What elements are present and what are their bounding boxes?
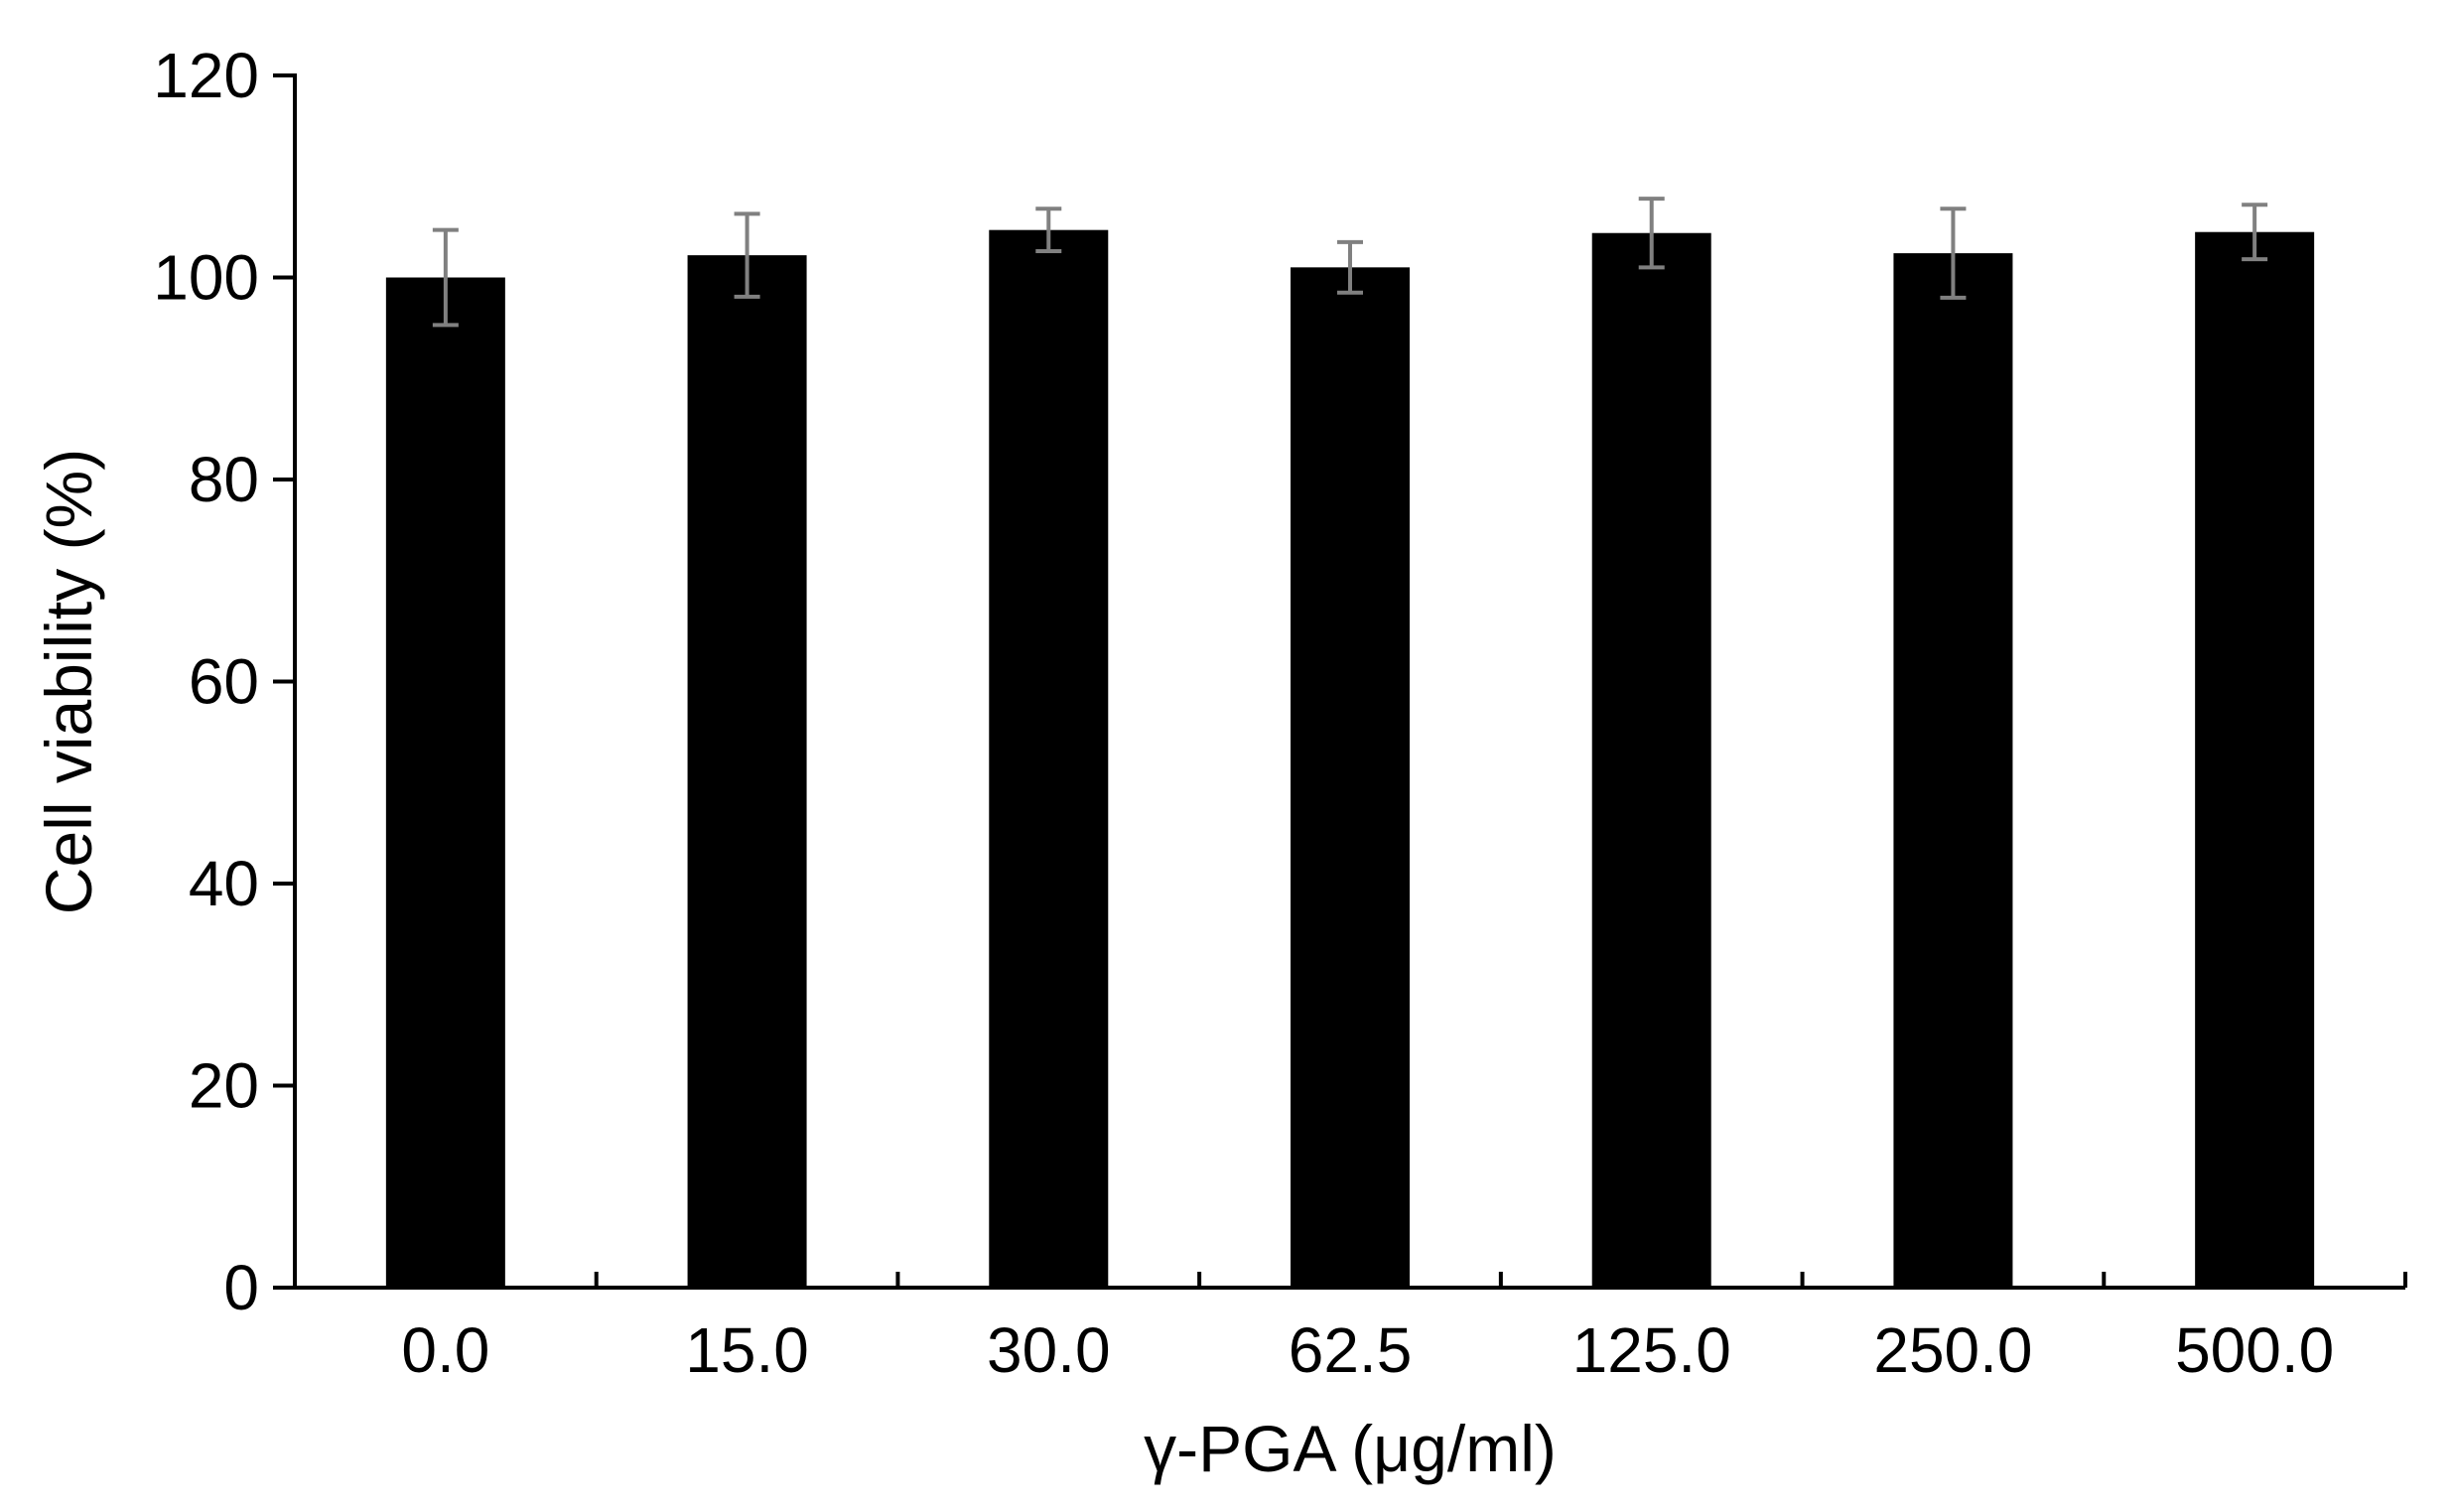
y-tick-label: 80 — [189, 444, 259, 515]
error-bar-62.5 — [1337, 239, 1363, 295]
x-tick-label: 15.0 — [685, 1314, 809, 1386]
error-bar-500.0 — [2242, 203, 2268, 262]
bar-250.0 — [1893, 253, 2013, 1289]
y-tick-label: 100 — [153, 242, 259, 314]
x-tick-label: 125.0 — [1572, 1314, 1731, 1386]
y-tick-label: 60 — [189, 646, 259, 718]
y-axis-title: Cell viability (%) — [32, 449, 105, 914]
y-tick-label: 120 — [153, 40, 259, 111]
x-tick-label: 30.0 — [987, 1314, 1111, 1386]
y-tick-label: 0 — [223, 1252, 259, 1323]
x-tick-label: 500.0 — [2175, 1314, 2334, 1386]
y-ticks: 0 20 40 60 80 100 120 — [153, 40, 295, 1323]
error-bar-125.0 — [1638, 197, 1665, 270]
x-tick-label: 62.5 — [1289, 1314, 1413, 1386]
bar-15.0 — [687, 255, 807, 1288]
bars-layer — [385, 229, 2315, 1289]
error-bars-layer — [432, 197, 2268, 328]
y-tick-label: 40 — [189, 848, 259, 919]
bar-62.5 — [1291, 267, 1410, 1289]
error-bar-250.0 — [1940, 206, 1967, 300]
y-tick-label: 20 — [189, 1050, 259, 1122]
error-bar-15.0 — [734, 211, 760, 299]
bar-0.0 — [385, 277, 505, 1288]
bar-125.0 — [1591, 232, 1711, 1289]
x-axis-title: γ-PGA (μg/ml) — [1144, 1412, 1557, 1485]
error-bar-30.0 — [1035, 206, 1062, 254]
x-tick-label: 0.0 — [401, 1314, 489, 1386]
bar-30.0 — [989, 229, 1109, 1289]
x-ticks: 0.0 15.0 30.0 62.5 125.0 250.0 500.0 — [401, 1272, 2407, 1386]
bar-500.0 — [2195, 231, 2315, 1288]
x-tick-label: 250.0 — [1873, 1314, 2032, 1386]
error-bar-0.0 — [432, 227, 459, 328]
